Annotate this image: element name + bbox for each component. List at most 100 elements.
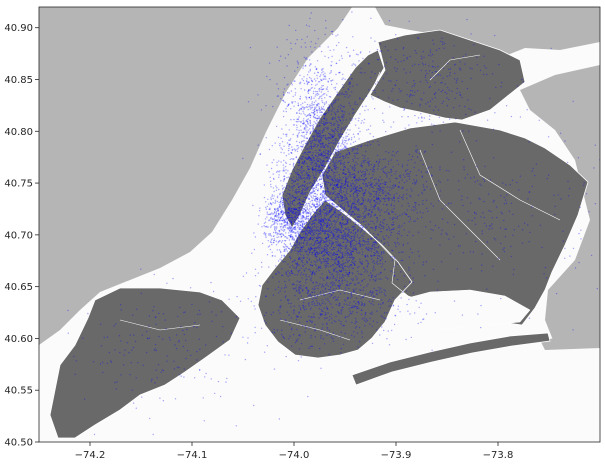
data-point xyxy=(330,113,333,116)
data-point xyxy=(289,214,291,216)
data-point xyxy=(307,81,309,84)
data-point xyxy=(313,97,315,99)
data-point xyxy=(347,96,349,98)
data-point xyxy=(301,166,303,168)
data-point xyxy=(283,243,286,245)
data-point xyxy=(309,120,312,122)
data-point xyxy=(385,166,387,168)
data-point xyxy=(329,178,331,180)
data-point xyxy=(306,187,308,190)
data-point xyxy=(329,229,332,231)
data-point xyxy=(301,131,303,134)
data-point xyxy=(336,149,338,152)
data-point xyxy=(295,172,297,174)
data-point xyxy=(347,265,349,268)
data-point xyxy=(450,151,453,153)
data-point xyxy=(317,131,319,133)
data-point xyxy=(309,89,311,91)
data-point xyxy=(286,192,289,195)
data-point xyxy=(390,231,393,234)
data-point xyxy=(316,157,319,159)
data-point xyxy=(270,313,273,316)
data-point xyxy=(320,50,323,53)
data-point xyxy=(311,227,314,229)
data-point xyxy=(421,191,423,193)
data-point xyxy=(306,257,309,259)
data-point xyxy=(382,203,385,206)
data-point xyxy=(325,219,328,221)
data-point xyxy=(322,164,324,166)
data-point xyxy=(275,244,278,246)
data-point xyxy=(366,271,368,273)
data-point xyxy=(356,103,358,106)
data-point xyxy=(306,83,309,85)
data-point xyxy=(335,257,337,259)
data-point xyxy=(307,122,309,124)
data-point xyxy=(289,143,291,146)
data-point xyxy=(315,106,317,108)
data-point xyxy=(351,108,354,110)
data-point xyxy=(313,163,315,165)
data-point xyxy=(360,304,363,306)
data-point xyxy=(340,136,343,138)
data-point xyxy=(265,236,267,239)
data-point xyxy=(288,223,291,225)
data-point xyxy=(319,139,321,141)
data-point xyxy=(348,284,350,286)
manhattan-land xyxy=(281,49,385,229)
data-point xyxy=(329,216,332,218)
data-point xyxy=(313,90,315,93)
data-point xyxy=(301,259,304,262)
data-point xyxy=(324,149,327,151)
data-point xyxy=(367,249,369,251)
data-point xyxy=(278,236,280,238)
data-point xyxy=(310,264,312,266)
data-point xyxy=(305,137,307,139)
data-point xyxy=(354,264,356,266)
data-point xyxy=(344,173,346,175)
data-point xyxy=(339,119,342,122)
data-point xyxy=(281,200,284,202)
data-point xyxy=(320,154,322,156)
data-point xyxy=(349,194,351,196)
data-point xyxy=(345,132,347,134)
data-point xyxy=(320,223,322,226)
data-point xyxy=(333,283,335,285)
data-point xyxy=(427,210,429,212)
data-point xyxy=(270,203,272,205)
data-point xyxy=(297,61,299,64)
data-point xyxy=(338,152,340,154)
data-point xyxy=(287,219,289,222)
data-point xyxy=(337,130,339,133)
data-point xyxy=(413,166,415,169)
data-point xyxy=(319,132,321,135)
data-point xyxy=(269,233,272,235)
data-point xyxy=(327,151,330,153)
data-point xyxy=(357,133,359,135)
data-point xyxy=(316,184,318,186)
data-point xyxy=(337,247,340,249)
data-point xyxy=(286,176,288,179)
data-point xyxy=(334,165,336,167)
data-point xyxy=(286,219,288,221)
data-point xyxy=(245,272,248,274)
data-point xyxy=(329,137,332,140)
data-point xyxy=(339,186,342,188)
data-point xyxy=(302,261,304,264)
data-point xyxy=(294,244,297,247)
data-point xyxy=(402,198,404,200)
data-point xyxy=(291,102,293,104)
data-point xyxy=(357,179,359,182)
data-point xyxy=(344,176,346,178)
data-point xyxy=(320,146,323,148)
data-point xyxy=(331,179,333,181)
data-point xyxy=(263,184,265,186)
data-point xyxy=(377,194,380,196)
data-point xyxy=(309,159,311,162)
data-point xyxy=(296,222,298,224)
data-point xyxy=(351,173,354,176)
data-point xyxy=(371,198,373,200)
data-point xyxy=(307,291,309,294)
data-point xyxy=(301,215,303,217)
data-point xyxy=(291,328,293,331)
